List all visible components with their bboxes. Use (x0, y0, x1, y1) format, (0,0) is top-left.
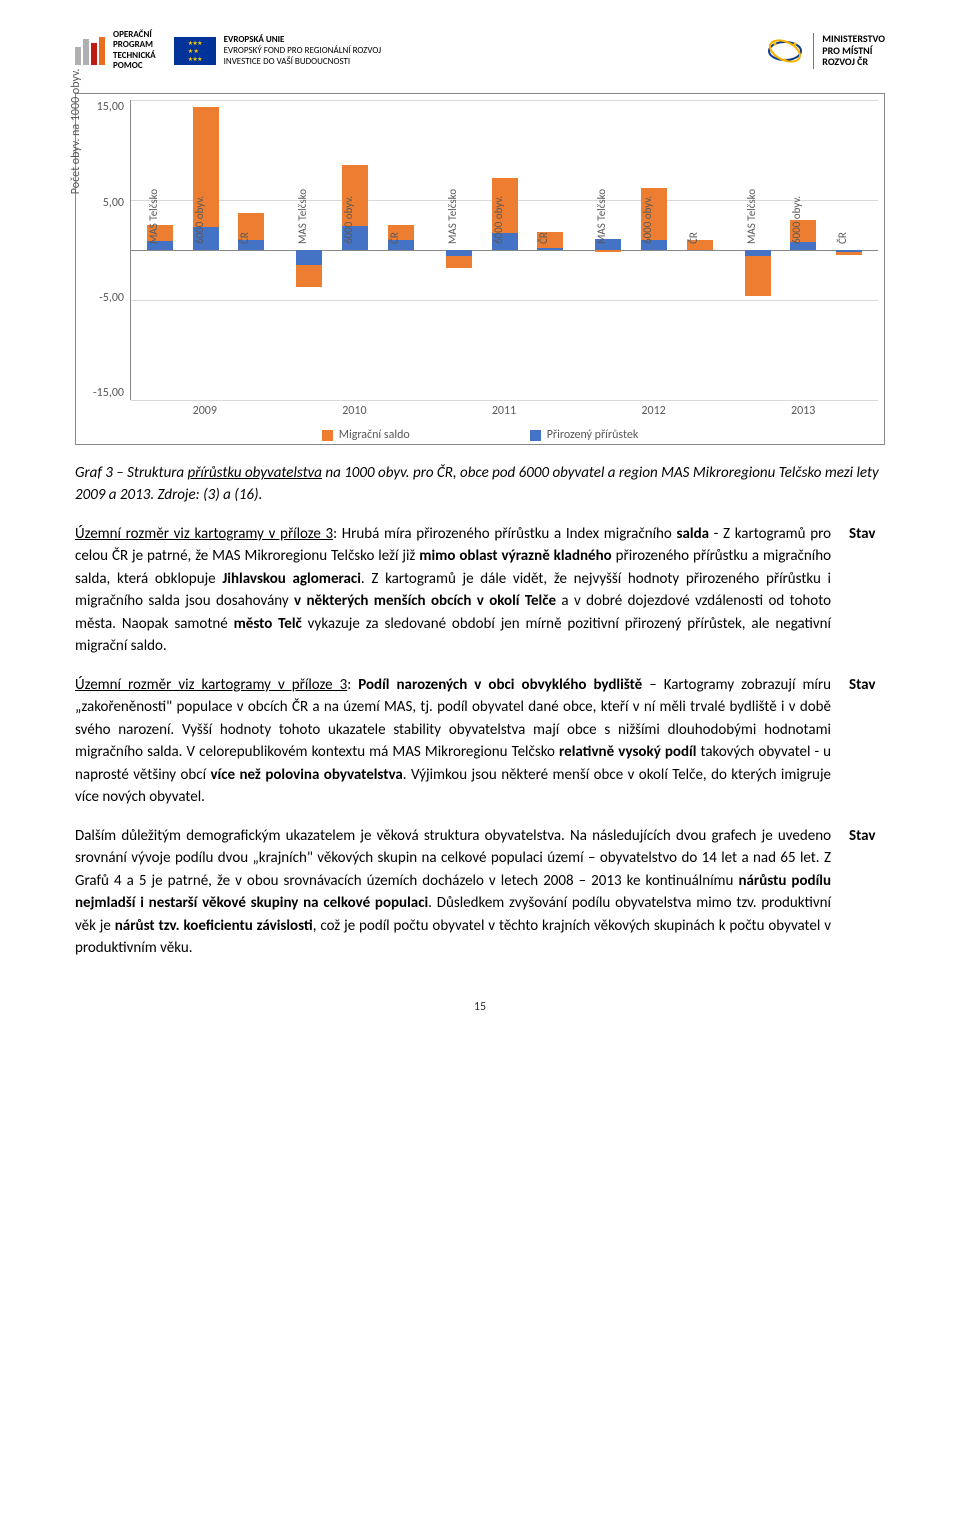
bar-category-label: MAS Telčsko (745, 189, 758, 244)
chart-plot: MAS Telčsko 6000 obyv. ČR MAS Telčsko 6000 o… (130, 100, 878, 400)
logo-eu: ★ ★ ★★ ★★ ★ ★ EVROPSKÁ UNIE EVROPSKÝ FON… (174, 34, 381, 68)
side-label-3: Stav (849, 825, 885, 845)
bar-category-label: ČR (836, 233, 849, 245)
year-group: MAS Telčsko 6000 obyv. ČR (729, 100, 878, 400)
x-year-label: 2010 (280, 404, 430, 418)
bar-category-label: 6000 obyv. (492, 196, 505, 244)
x-year-label: 2011 (429, 404, 579, 418)
x-year-label: 2012 (579, 404, 729, 418)
legend-item: Přirozený přírůstek (530, 428, 639, 442)
logo-optp: OPERAČNÍ PROGRAM TECHNICKÁ POMOC (75, 30, 156, 71)
bar-category-label: 6000 obyv. (790, 196, 803, 244)
bar-category-label: ČR (687, 233, 700, 245)
x-year-label: 2013 (728, 404, 878, 418)
logo-mmr: MINISTERSTVO PRO MÍSTNÍ ROZVOJ ČR (765, 33, 885, 69)
bar-category-label: 6000 obyv. (342, 196, 355, 244)
year-group: MAS Telčsko 6000 obyv. ČR (131, 100, 280, 400)
bar-category-label: 6000 obyv. (193, 196, 206, 244)
paragraph-1: Územní rozměr viz kartogramy v příloze 3… (75, 523, 831, 658)
side-label-2: Stav (849, 674, 885, 694)
legend-item: Migrační saldo (322, 428, 410, 442)
mmr-text: MINISTERSTVO PRO MÍSTNÍ ROZVOJ ČR (822, 33, 885, 68)
optp-text: OPERAČNÍ PROGRAM TECHNICKÁ POMOC (113, 30, 156, 71)
bar-category-label: MAS Telčsko (595, 189, 608, 244)
paragraph-3-row: Dalším důležitým demografickým ukazatele… (75, 825, 885, 976)
x-year-label: 2009 (130, 404, 280, 418)
eu-flag-icon: ★ ★ ★★ ★★ ★ ★ (174, 37, 216, 65)
bar-category-label: MAS Telčsko (446, 189, 459, 244)
paragraph-1-row: Územní rozměr viz kartogramy v příloze 3… (75, 523, 885, 674)
bar-category-label: ČR (388, 233, 401, 245)
chart-container: Počet obyv. na 1000 obyv. 15,00 5,00 -5,… (75, 93, 885, 445)
mmr-stars-icon (765, 36, 805, 66)
chart-x-axis: 20092010201120122013 (130, 404, 878, 418)
y-axis-label: Počet obyv. na 1000 obyv. (69, 69, 83, 195)
bar-category-label: 6000 obyv. (641, 196, 654, 244)
bar-category-label: MAS Telčsko (296, 189, 309, 244)
side-label-1: Stav (849, 523, 885, 543)
year-group: MAS Telčsko 6000 obyv. ČR (579, 100, 728, 400)
year-group: MAS Telčsko 6000 obyv. ČR (430, 100, 579, 400)
bar-category-label: ČR (238, 233, 251, 245)
bar-category-label: ČR (537, 233, 550, 245)
optp-icon (75, 37, 105, 65)
year-group: MAS Telčsko 6000 obyv. ČR (280, 100, 429, 400)
chart-y-axis: Počet obyv. na 1000 obyv. 15,00 5,00 -5,… (82, 100, 130, 400)
bar-category-label: MAS Telčsko (147, 189, 160, 244)
header-logos: OPERAČNÍ PROGRAM TECHNICKÁ POMOC ★ ★ ★★ … (75, 30, 885, 71)
page-number: 15 (75, 1000, 885, 1014)
paragraph-3: Dalším důležitým demografickým ukazatele… (75, 825, 831, 960)
paragraph-2-row: Územní rozměr viz kartogramy v příloze 3… (75, 674, 885, 825)
chart-caption: Graf 3 – Struktura přírůstku obyvatelstv… (75, 463, 885, 507)
chart-legend: Migrační saldo Přirozený přírůstek (82, 428, 878, 442)
paragraph-2: Územní rozměr viz kartogramy v příloze 3… (75, 674, 831, 809)
eu-text: EVROPSKÁ UNIE EVROPSKÝ FOND PRO REGIONÁL… (224, 34, 381, 68)
